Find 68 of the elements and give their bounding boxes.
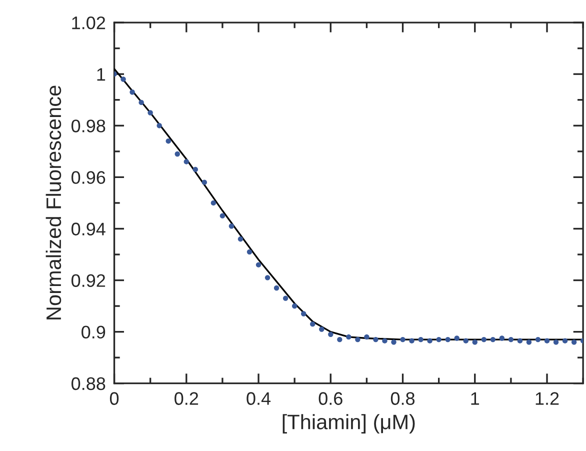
y-tick-label: 0.94	[72, 222, 106, 236]
y-tick-label: 0.88	[72, 377, 106, 390]
point	[120, 76, 126, 82]
x-tick-label: 1	[471, 392, 480, 405]
point	[274, 285, 280, 291]
point	[220, 213, 226, 218]
point	[544, 338, 550, 344]
point	[148, 110, 153, 116]
point	[526, 340, 532, 345]
point	[535, 336, 541, 342]
point	[130, 90, 135, 95]
point	[382, 338, 388, 344]
x-tick-label: 0.4	[246, 392, 271, 405]
point	[490, 336, 496, 342]
point	[202, 180, 208, 185]
point	[300, 311, 306, 316]
point	[562, 338, 568, 344]
y-tick-label: 1	[97, 68, 106, 81]
y-axis-title: Normalized Fluorescence	[46, 86, 62, 320]
x-tick-label: 1.2	[536, 392, 559, 405]
x-tick-label: 0.6	[318, 392, 342, 405]
point	[481, 336, 486, 342]
point	[400, 336, 406, 342]
point	[156, 123, 162, 128]
point	[427, 338, 432, 344]
point	[138, 100, 144, 106]
point	[445, 336, 450, 342]
point	[373, 336, 378, 342]
y-tick-label: 0.92	[72, 274, 106, 287]
point	[192, 166, 198, 172]
point	[328, 332, 334, 337]
point	[499, 336, 505, 341]
point	[517, 338, 523, 344]
point	[264, 275, 270, 280]
point	[418, 336, 424, 342]
point	[246, 249, 252, 255]
point	[391, 340, 396, 345]
point	[571, 340, 577, 345]
point	[184, 159, 189, 164]
x-tick-label: 0.2	[174, 392, 198, 405]
y-tick-label: 0.98	[72, 120, 106, 132]
point	[292, 303, 298, 309]
y-tick-label: 0.9	[82, 326, 106, 339]
point	[256, 262, 262, 268]
point	[228, 224, 234, 229]
y-tick-label: 0.96	[72, 171, 106, 184]
point	[463, 338, 468, 344]
point	[355, 336, 360, 342]
point	[364, 334, 370, 340]
point	[166, 138, 171, 144]
point	[553, 340, 559, 345]
point	[310, 321, 316, 327]
y-tick-label: 1.02	[72, 16, 106, 30]
x-tick-label: 0.8	[390, 392, 415, 405]
point	[319, 326, 324, 332]
point	[346, 334, 352, 340]
point	[210, 200, 216, 206]
x-axis-title: [Thiamin] (μM)	[282, 414, 415, 434]
x-tick-label: 0	[110, 392, 119, 405]
point	[282, 296, 288, 301]
point	[454, 336, 460, 341]
point	[174, 151, 180, 157]
point	[238, 236, 244, 242]
point	[472, 340, 478, 345]
point	[337, 336, 342, 342]
point	[436, 336, 442, 342]
point	[409, 338, 414, 344]
point	[508, 336, 514, 342]
